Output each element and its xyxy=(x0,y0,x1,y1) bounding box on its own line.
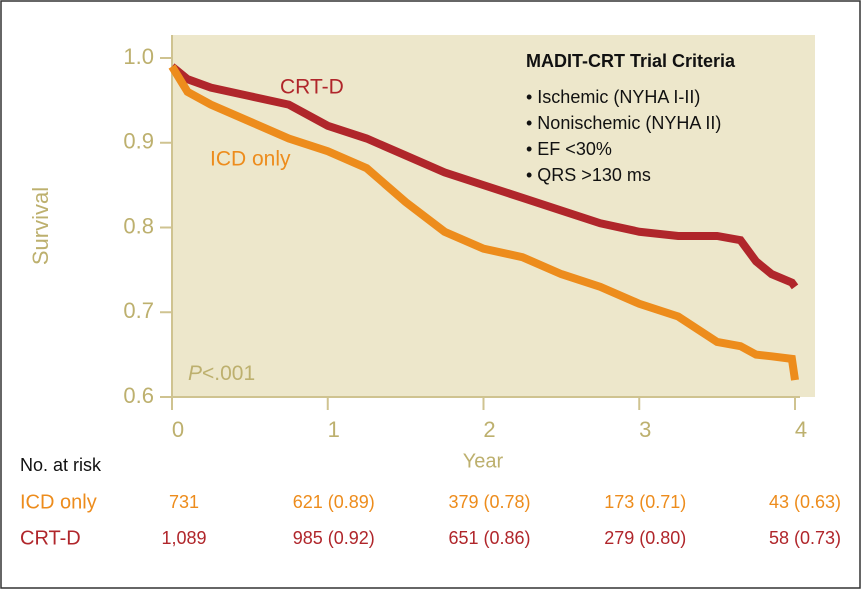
risk-title: No. at risk xyxy=(20,455,102,475)
x-axis-label: Year xyxy=(463,450,504,472)
x-tick-label: 1 xyxy=(328,417,340,442)
risk-cell: 731 xyxy=(169,492,199,512)
y-axis-label: Survival xyxy=(28,187,53,265)
risk-cell: 173 (0.71) xyxy=(604,492,686,512)
risk-cell: 621 (0.89) xyxy=(293,492,375,512)
y-tick-label: 0.7 xyxy=(123,298,154,323)
survival-curve xyxy=(169,63,799,290)
curves xyxy=(168,63,799,381)
x-tick-label: 2 xyxy=(483,417,495,442)
risk-cell: 985 (0.92) xyxy=(293,528,375,548)
series-label: ICD only xyxy=(210,148,291,171)
criteria-item: • EF <30% xyxy=(526,139,612,159)
criteria-item: • Ischemic (NYHA I-II) xyxy=(526,87,700,107)
survival-curve xyxy=(168,64,799,381)
risk-cell: 651 (0.86) xyxy=(448,528,530,548)
y-tick-label: 0.9 xyxy=(123,129,154,154)
y-tick-label: 0.8 xyxy=(123,213,154,238)
risk-cell: 279 (0.80) xyxy=(604,528,686,548)
x-tick-label: 0 xyxy=(172,417,184,442)
risk-row-label: CRT-D xyxy=(20,527,81,549)
risk-cell: 43 (0.63) xyxy=(769,492,841,512)
x-tick-label: 3 xyxy=(639,417,651,442)
criteria-item: • QRS >130 ms xyxy=(526,165,651,185)
criteria-title: MADIT-CRT Trial Criteria xyxy=(526,51,736,71)
risk-row-label: ICD only xyxy=(20,491,97,513)
p-threshold: <.001 xyxy=(202,362,255,385)
criteria-list: • Ischemic (NYHA I-II) • Nonischemic (NYH… xyxy=(526,87,721,185)
risk-cell: 1,089 xyxy=(161,528,206,548)
criteria-item: • Nonischemic (NYHA II) xyxy=(526,113,721,133)
risk-cell: 379 (0.78) xyxy=(448,492,530,512)
x-tick-label: 4 xyxy=(795,417,807,442)
series-label: CRT-D xyxy=(280,76,344,99)
y-tick-label: 1.0 xyxy=(123,44,154,69)
risk-cell: 58 (0.73) xyxy=(769,528,841,548)
p-symbol: P xyxy=(188,362,202,385)
p-value: P<.001 xyxy=(188,362,255,385)
y-tick-label: 0.6 xyxy=(123,383,154,408)
